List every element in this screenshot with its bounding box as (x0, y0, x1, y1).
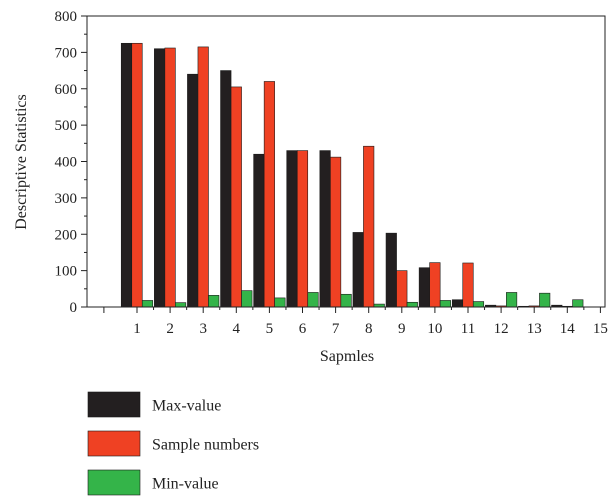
bar-max-value-4 (220, 70, 232, 308)
x-tick-label-6: 6 (299, 321, 307, 337)
bar-max-value-6 (286, 150, 298, 308)
legend-label-min-value: Min-value (152, 476, 219, 493)
bar-max-value-10 (418, 267, 430, 308)
bar-min-value-9 (406, 301, 418, 308)
x-tick-label-14: 14 (560, 321, 576, 337)
legend-label-sample-numbers: Sample numbers (152, 437, 259, 454)
bar-sample-numbers-2 (164, 47, 176, 308)
y-axis-title: Descriptive Statistics (13, 94, 30, 230)
x-tick-label-13: 13 (527, 321, 542, 337)
bar-max-value-8 (352, 232, 364, 308)
y-tick-label-600: 600 (55, 82, 78, 98)
y-tick-label-300: 300 (55, 191, 78, 207)
bar-min-value-12 (506, 292, 518, 308)
bar-sample-numbers-1 (131, 42, 143, 308)
bar-min-value-6 (307, 292, 319, 308)
y-tick-label-0: 0 (70, 300, 78, 316)
x-tick-label-12: 12 (494, 321, 509, 337)
bar-min-value-1 (141, 300, 154, 308)
y-tick-label-400: 400 (55, 155, 78, 171)
legend-swatch-max-value (87, 391, 141, 418)
x-tick-label-10: 10 (427, 321, 442, 337)
bar-max-value-5 (253, 153, 265, 308)
bars-layer (120, 42, 584, 308)
x-tick-label-3: 3 (199, 321, 207, 337)
bar-min-value-13 (539, 292, 551, 308)
bar-sample-numbers-6 (296, 150, 309, 308)
x-tick-label-7: 7 (332, 321, 340, 337)
bar-max-value-9 (385, 232, 397, 308)
x-tick-label-9: 9 (398, 321, 406, 337)
y-tick-label-100: 100 (55, 264, 78, 280)
bar-min-value-11 (472, 301, 485, 308)
x-tick-label-8: 8 (365, 321, 373, 337)
bar-max-value-11 (451, 299, 464, 308)
bar-max-value-2 (154, 48, 166, 308)
bar-min-value-10 (439, 300, 451, 308)
legend-label-max-value: Max-value (152, 398, 221, 415)
bar-max-value-1 (120, 42, 133, 308)
legend-swatch-sample-numbers (87, 430, 141, 457)
x-tick-label-1: 1 (133, 321, 141, 337)
x-tick-label-4: 4 (233, 321, 241, 337)
y-tick-label-500: 500 (55, 118, 78, 134)
bar-sample-numbers-3 (197, 46, 209, 308)
bar-max-value-3 (187, 73, 199, 308)
x-axis-title: Sapmles (320, 348, 374, 365)
bar-sample-numbers-5 (263, 81, 275, 308)
x-tick-label-15: 15 (593, 321, 608, 337)
bar-sample-numbers-8 (363, 145, 375, 308)
legend: Max-value Sample numbers Min-value (87, 391, 259, 496)
legend-swatch-min-value (87, 469, 141, 496)
bar-sample-numbers-4 (230, 86, 242, 308)
bar-min-value-5 (274, 297, 286, 308)
y-tick-label-800: 800 (55, 9, 78, 25)
bar-sample-numbers-11 (462, 262, 474, 308)
bar-sample-numbers-10 (429, 262, 441, 308)
bar-sample-numbers-9 (396, 270, 408, 308)
y-tick-label-700: 700 (55, 45, 78, 61)
bar-max-value-7 (319, 150, 331, 308)
x-tick-label-5: 5 (266, 321, 274, 337)
bar-min-value-2 (175, 302, 187, 308)
bar-min-value-4 (241, 290, 253, 308)
x-tick-label-2: 2 (166, 321, 174, 337)
bar-min-value-7 (340, 293, 352, 308)
bar-min-value-3 (208, 295, 220, 308)
x-tick-label-11: 11 (461, 321, 475, 337)
y-tick-label-200: 200 (55, 227, 78, 243)
bar-sample-numbers-7 (330, 156, 342, 308)
bar-min-value-14 (572, 299, 584, 308)
